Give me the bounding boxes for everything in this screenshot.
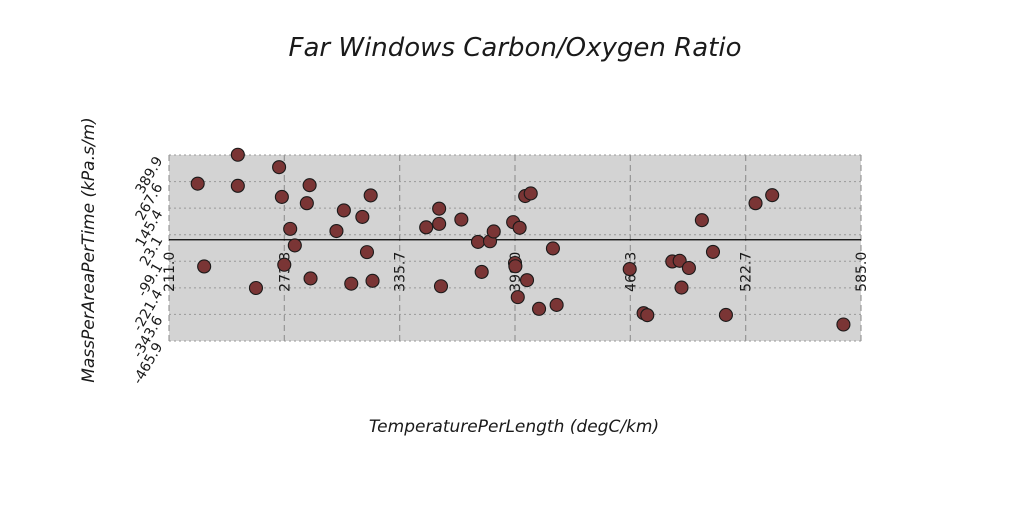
chart-title: Far Windows Carbon/Oxygen Ratio <box>289 33 742 63</box>
scatter-point <box>283 221 298 236</box>
scatter-point <box>718 307 733 322</box>
scatter-point <box>355 209 370 224</box>
scatter-point <box>302 178 317 193</box>
scatter-point <box>248 280 264 296</box>
scatter-point <box>454 212 469 227</box>
y-axis-title: MassPerAreaPerTime (kPa.s/m) <box>79 117 99 383</box>
data-points <box>190 147 851 332</box>
scatter-point <box>640 308 655 323</box>
x-tick-label: 211.0 <box>162 252 178 292</box>
scatter-point <box>363 188 378 203</box>
scatter-point <box>197 259 212 274</box>
scatter-point <box>230 178 245 193</box>
scatter-point <box>705 244 721 259</box>
x-tick-label: 522.7 <box>739 252 755 292</box>
scatter-point <box>474 264 489 279</box>
y-tick-labels: 389.9267.6145.423.1-99.1-221.4-343.6-465… <box>130 154 166 387</box>
scatter-point <box>545 241 560 256</box>
scatter-point <box>230 147 245 162</box>
scatter-point <box>470 234 486 249</box>
scatter-point <box>274 189 289 204</box>
scatter-point <box>329 223 344 239</box>
scatter-point <box>190 176 205 191</box>
scatter-point <box>681 260 696 276</box>
scatter-point <box>765 188 780 203</box>
scatter-point <box>299 196 314 211</box>
scatter-point <box>532 301 547 316</box>
scatter-point <box>432 201 447 216</box>
x-tick-label: 273.3 <box>277 252 293 292</box>
scatter-point <box>523 186 538 201</box>
scatter-point <box>277 257 292 272</box>
scatter-point <box>344 276 359 291</box>
scatter-point <box>419 220 434 235</box>
scatter-point <box>486 224 501 239</box>
x-tick-label: 585.0 <box>854 252 870 292</box>
scatter-point <box>672 253 687 268</box>
scatter-point <box>432 216 447 231</box>
x-axis-title: TemperaturePerLength (degC/km) <box>369 417 659 437</box>
scatter-point <box>836 317 851 332</box>
scatter-point <box>272 160 287 175</box>
scatter-point <box>287 238 302 253</box>
scatter-point <box>748 196 763 211</box>
scatter-point <box>694 213 709 228</box>
scatter-point <box>549 297 564 312</box>
scatter-point <box>508 259 523 274</box>
scatter-point <box>303 271 318 286</box>
scatter-point <box>510 290 525 305</box>
grid-lines <box>168 154 862 342</box>
scatter-point <box>674 280 689 295</box>
scatter-point <box>433 279 449 294</box>
scatter-point <box>365 273 380 288</box>
scatter-point <box>336 203 351 218</box>
scatter-point <box>519 273 535 288</box>
scatter-point <box>622 262 637 277</box>
scatter-point <box>359 245 375 260</box>
x-tick-label: 335.7 <box>393 252 409 292</box>
scatter-point <box>512 220 527 235</box>
